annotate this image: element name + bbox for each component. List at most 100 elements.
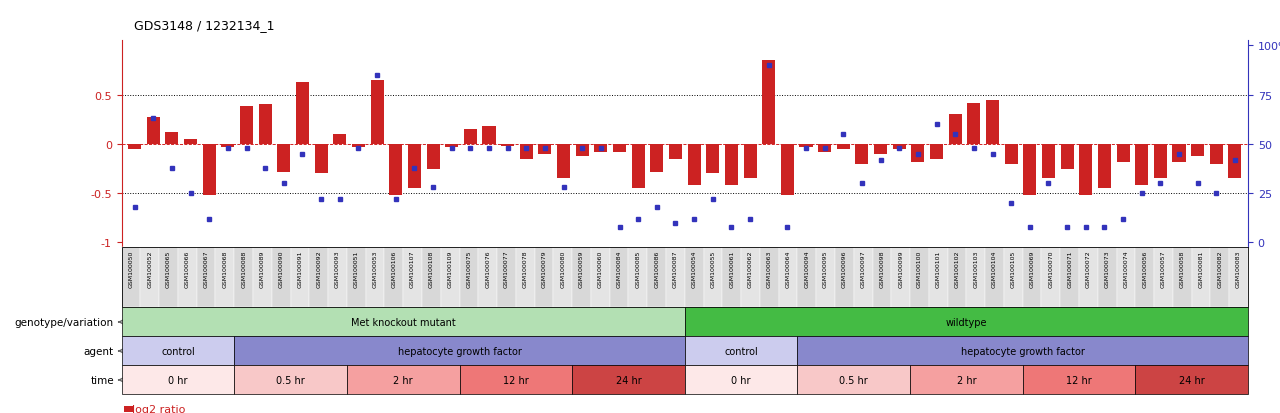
Bar [315, 145, 328, 174]
Bar [426, 145, 439, 169]
Bar [500, 145, 515, 147]
Text: Met knockout mutant: Met knockout mutant [351, 317, 456, 327]
Text: 0.5 hr: 0.5 hr [276, 375, 305, 385]
Text: GSM100069: GSM100069 [1029, 249, 1034, 287]
Text: wildtype: wildtype [946, 317, 987, 327]
Bar [1098, 145, 1111, 189]
Text: agent: agent [83, 346, 114, 356]
Text: GSM100091: GSM100091 [297, 249, 302, 287]
Bar [818, 145, 831, 152]
Bar [968, 103, 980, 145]
Bar [1192, 145, 1204, 157]
Bar [762, 61, 776, 145]
Text: GSM100059: GSM100059 [579, 249, 584, 287]
Text: GSM100090: GSM100090 [279, 249, 284, 287]
Text: GSM100051: GSM100051 [353, 249, 358, 287]
Text: control: control [724, 346, 758, 356]
Bar [539, 145, 552, 154]
Bar [165, 133, 178, 145]
Bar [1172, 145, 1185, 162]
Text: hepatocyte growth factor: hepatocyte growth factor [398, 346, 521, 356]
Bar [1229, 145, 1242, 179]
Text: 12 hr: 12 hr [503, 375, 529, 385]
Bar [352, 145, 365, 147]
Text: log2 ratio: log2 ratio [125, 404, 186, 413]
Bar [1023, 145, 1037, 196]
Text: GSM100076: GSM100076 [485, 249, 490, 287]
Text: GSM100079: GSM100079 [541, 249, 547, 287]
Bar [278, 145, 291, 172]
Text: GSM100077: GSM100077 [504, 249, 509, 287]
Text: GSM100061: GSM100061 [730, 249, 735, 287]
Text: GSM100086: GSM100086 [654, 249, 659, 287]
Bar [221, 145, 234, 147]
Text: GSM100060: GSM100060 [598, 249, 603, 287]
Text: GSM100099: GSM100099 [899, 249, 904, 287]
Text: GSM100065: GSM100065 [166, 249, 172, 287]
Text: GSM100103: GSM100103 [973, 249, 978, 287]
Text: GSM100073: GSM100073 [1105, 249, 1110, 287]
Bar [1061, 145, 1074, 169]
Bar [911, 145, 924, 162]
Bar [463, 130, 477, 145]
Text: GSM100078: GSM100078 [522, 249, 527, 287]
Text: 12 hr: 12 hr [1066, 375, 1092, 385]
Text: GSM100109: GSM100109 [448, 249, 453, 287]
Bar [781, 145, 794, 196]
Bar [147, 118, 160, 145]
Bar [613, 145, 626, 152]
Text: GSM100055: GSM100055 [710, 249, 716, 287]
Text: GSM100056: GSM100056 [1142, 249, 1147, 287]
Text: 2 hr: 2 hr [956, 375, 977, 385]
Bar [874, 145, 887, 154]
Bar [669, 145, 682, 159]
Bar [1079, 145, 1092, 196]
Text: GSM100052: GSM100052 [147, 249, 152, 287]
Text: GSM100102: GSM100102 [955, 249, 960, 287]
Text: GSM100085: GSM100085 [635, 249, 640, 287]
Text: hepatocyte growth factor: hepatocyte growth factor [961, 346, 1084, 356]
Text: GSM100089: GSM100089 [260, 249, 265, 287]
Bar [1005, 145, 1018, 164]
Text: GSM100081: GSM100081 [1198, 249, 1203, 287]
Text: control: control [161, 346, 195, 356]
Text: GSM100050: GSM100050 [128, 249, 133, 287]
Text: GSM100105: GSM100105 [1011, 249, 1016, 287]
Text: GSM100098: GSM100098 [879, 249, 884, 287]
Bar [892, 145, 906, 150]
Bar [1210, 145, 1222, 164]
Text: GSM100101: GSM100101 [936, 249, 941, 287]
Text: genotype/variation: genotype/variation [15, 317, 114, 327]
Text: GSM100070: GSM100070 [1048, 249, 1053, 287]
Text: GSM100092: GSM100092 [316, 249, 321, 287]
Bar [296, 83, 308, 145]
Bar [948, 115, 961, 145]
Text: GSM100053: GSM100053 [372, 249, 378, 287]
Text: time: time [91, 375, 114, 385]
Bar [707, 145, 719, 174]
Text: 0.5 hr: 0.5 hr [840, 375, 868, 385]
Text: GSM100057: GSM100057 [1161, 249, 1166, 287]
Bar [408, 145, 421, 189]
Text: GSM100054: GSM100054 [691, 249, 696, 287]
Text: GSM100064: GSM100064 [786, 249, 791, 287]
Bar [631, 145, 645, 189]
Bar [259, 105, 271, 145]
Text: GSM100096: GSM100096 [842, 249, 847, 287]
Text: GSM100071: GSM100071 [1068, 249, 1073, 287]
Bar [855, 145, 869, 164]
Bar [800, 145, 813, 147]
Bar [986, 100, 998, 145]
Bar [1116, 145, 1129, 162]
Bar [202, 145, 216, 196]
Text: GSM100084: GSM100084 [617, 249, 622, 287]
Bar [483, 127, 495, 145]
Bar [594, 145, 608, 152]
Bar [333, 135, 347, 145]
Bar [445, 145, 458, 147]
Text: GSM100082: GSM100082 [1217, 249, 1222, 287]
Text: GSM100106: GSM100106 [392, 249, 397, 287]
Bar [1153, 145, 1167, 179]
Bar [650, 145, 663, 172]
Bar [931, 145, 943, 159]
